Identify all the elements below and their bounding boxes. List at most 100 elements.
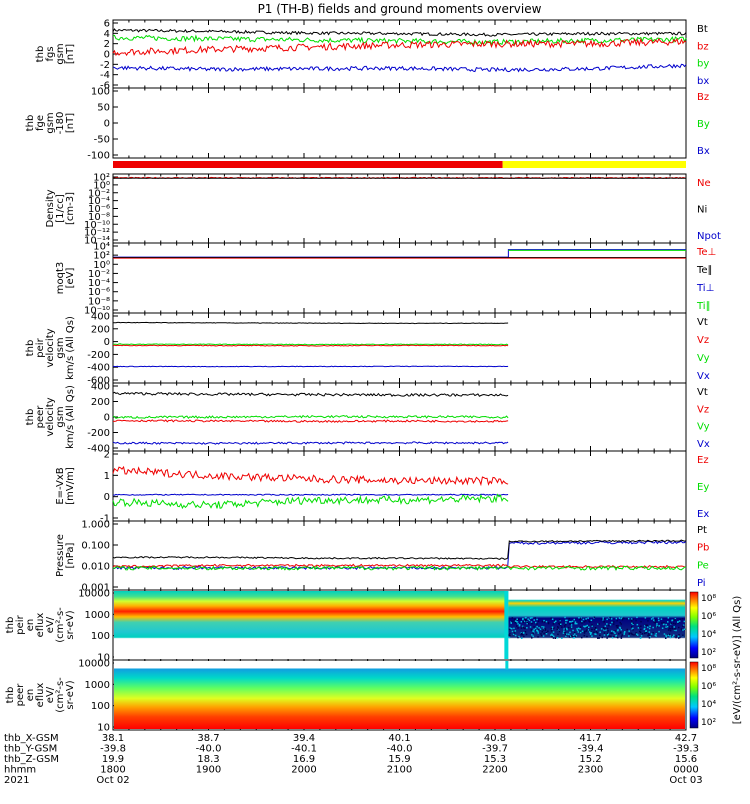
spectrogram-speckle	[664, 633, 666, 635]
spectrogram-speckle	[543, 633, 545, 635]
spectrogram-speckle	[523, 636, 525, 638]
spectrogram-electron-gap	[505, 661, 508, 669]
spectrogram-speckle	[658, 631, 660, 633]
spectrogram-speckle	[513, 620, 515, 622]
panel-frame-fge	[113, 88, 686, 158]
x-axis-value: 2000	[291, 765, 316, 776]
spectrogram-speckle	[617, 637, 619, 639]
spectrogram-speckle	[533, 632, 535, 634]
spectrogram-speckle	[604, 632, 606, 634]
colorbar-ion	[690, 592, 698, 658]
spectrogram-speckle	[543, 635, 545, 637]
y-axis-label: [mV/m]	[65, 467, 76, 505]
spectrogram-speckle	[546, 633, 548, 635]
spectrogram-speckle	[532, 636, 534, 638]
x-axis-value: 0000	[673, 765, 698, 776]
x-axis-row-label: hhmm	[4, 765, 36, 776]
spectrogram-speckle	[542, 631, 544, 633]
spectrogram-speckle	[610, 633, 612, 635]
spectrogram-speckle	[509, 633, 511, 635]
spectrogram-speckle	[614, 633, 616, 635]
y-tick-label: 100	[91, 87, 110, 98]
colorbar-tick-label: 10⁴	[701, 630, 716, 640]
spectrogram-speckle	[646, 632, 648, 634]
legend-peer_vel-Vz: Vz	[697, 404, 709, 415]
spectrogram-speckle	[534, 619, 536, 621]
spectrogram-speckle	[550, 618, 552, 620]
spectrogram-speckle	[591, 635, 593, 637]
spectrogram-speckle	[565, 635, 567, 637]
spectrogram-speckle	[640, 621, 642, 623]
spectrogram-speckle	[527, 622, 529, 624]
spectrogram-speckle	[585, 618, 587, 620]
spectrogram-speckle	[560, 624, 562, 626]
spectrogram-speckle	[557, 629, 559, 631]
spectrogram-speckle	[574, 619, 576, 621]
spectrogram-speckle	[658, 625, 660, 627]
spectrogram-speckle	[652, 617, 654, 619]
spectrogram-speckle	[553, 636, 555, 638]
spectrogram-speckle	[606, 623, 608, 625]
spectrogram-speckle	[531, 637, 533, 639]
spectrogram-speckle	[568, 634, 570, 636]
spectrogram-speckle	[651, 618, 653, 620]
spectrogram-speckle	[511, 628, 513, 630]
spectrogram-speckle	[536, 626, 538, 628]
spectrogram-speckle	[682, 635, 684, 637]
series-Bt	[113, 29, 686, 36]
spectrogram-speckle	[613, 636, 615, 638]
legend-fgs-Bt: Bt	[697, 24, 708, 35]
legend-peir_vel-Vy: Vy	[697, 353, 710, 364]
x-axis-row-label: thb_Y-GSM	[4, 744, 57, 755]
spectrogram-speckle	[677, 621, 679, 623]
spectrogram-speckle	[591, 624, 593, 626]
y-tick-label: 0	[104, 119, 110, 130]
spectrogram-speckle	[610, 636, 612, 638]
spectrogram-speckle	[536, 630, 538, 632]
legend-peir_vel-Vx: Vx	[697, 371, 710, 382]
y-tick-label: 100	[91, 631, 110, 642]
x-axis-value: 1800	[100, 765, 125, 776]
y-axis-label: km/s (All Qs)	[65, 316, 76, 380]
series-Ez	[113, 467, 508, 484]
spectrogram-speckle	[541, 635, 543, 637]
spectrogram-speckle	[595, 627, 597, 629]
spectrogram-speckle	[553, 631, 555, 633]
spectrogram-speckle	[627, 629, 629, 631]
spectrogram-speckle	[580, 626, 582, 628]
colorbar-tick-label: 10⁸	[701, 594, 716, 604]
spectrogram-speckle	[621, 629, 623, 631]
spectrogram-speckle	[518, 619, 520, 621]
spectrogram-speckle	[531, 629, 533, 631]
spectrogram-speckle	[617, 627, 619, 629]
spectrogram-speckle	[619, 617, 621, 619]
spectrogram-speckle	[618, 633, 620, 635]
spectrogram-speckle	[565, 622, 567, 624]
colorbar-tick-label: 10⁶	[701, 682, 716, 692]
spectrogram-speckle	[553, 623, 555, 625]
y-tick-label: 2	[104, 450, 110, 461]
spectrogram-speckle	[543, 626, 545, 628]
y-axis-label: [nT]	[65, 44, 76, 64]
spectrogram-speckle	[530, 617, 532, 619]
spectrogram-speckle	[617, 630, 619, 632]
spectrogram-speckle	[586, 626, 588, 628]
spectrogram-speckle	[544, 621, 546, 623]
spectrogram-speckle	[611, 622, 613, 624]
spectrogram-speckle	[557, 634, 559, 636]
spectrogram-speckle	[599, 635, 601, 637]
spectrogram-speckle	[611, 618, 613, 620]
spectrogram-speckle	[538, 629, 540, 631]
spectrogram-speckle	[655, 635, 657, 637]
spectrogram-speckle	[553, 627, 555, 629]
y-tick-label: 200	[91, 397, 110, 408]
spectrogram-speckle	[578, 631, 580, 633]
spectrogram-speckle	[597, 637, 599, 639]
spectrogram-speckle	[670, 623, 672, 625]
spectrogram-ion-left	[114, 591, 508, 659]
spectrogram-speckle	[559, 619, 561, 621]
spectrogram-speckle	[622, 634, 624, 636]
spectrogram-speckle	[514, 619, 516, 621]
spectrogram-speckle	[569, 618, 571, 620]
y-axis-label: km/s (All Qs)	[65, 385, 76, 449]
